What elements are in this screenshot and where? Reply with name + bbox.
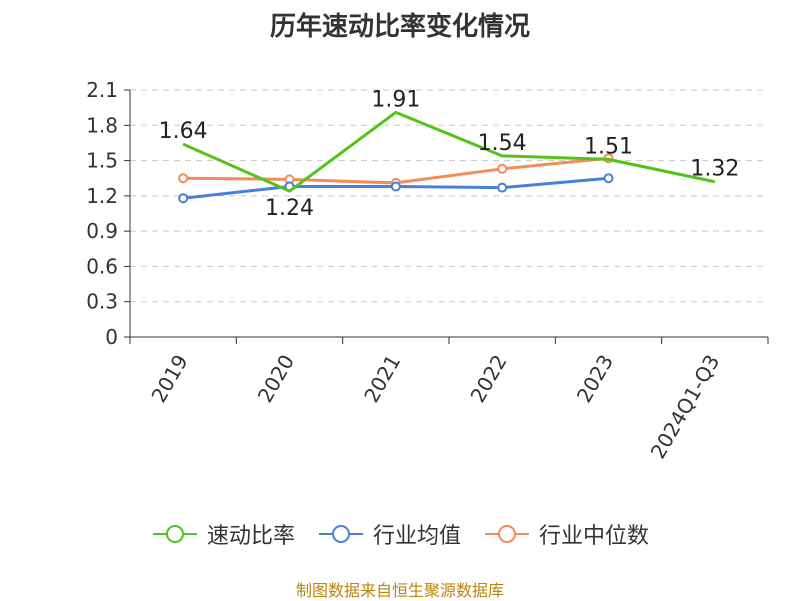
series-point [179, 194, 187, 202]
y-tick-label: 1.8 [86, 113, 118, 137]
series-line [183, 112, 715, 191]
y-tick-label: 2.1 [86, 78, 118, 102]
legend-marker-industry-median [483, 522, 531, 546]
y-tick-label: 1.5 [86, 149, 118, 173]
data-label: 1.91 [371, 87, 420, 112]
series-point [498, 184, 506, 192]
y-tick-label: 1.2 [86, 184, 118, 208]
legend-item-industry-median[interactable]: 行业中位数 [483, 518, 649, 550]
source-note: 制图数据来自恒生聚源数据库 [0, 577, 800, 601]
series-point [392, 182, 400, 190]
data-label: 1.24 [265, 196, 314, 221]
x-tick-label: 2019 [146, 351, 192, 407]
x-tick-label: 2022 [465, 350, 511, 406]
y-tick-label: 0.6 [86, 254, 118, 278]
data-label: 1.54 [478, 131, 527, 156]
y-tick-label: 0.3 [86, 290, 118, 314]
legend-marker-quick-ratio [151, 522, 199, 546]
x-tick-label: 2021 [359, 351, 405, 407]
data-label: 1.32 [690, 157, 739, 182]
series-point [605, 174, 613, 182]
x-tick-label: 2024Q1-Q3 [646, 351, 725, 463]
legend-label-industry-mean: 行业均值 [373, 518, 461, 550]
y-tick-label: 0.9 [86, 219, 118, 243]
legend-label-industry-median: 行业中位数 [539, 518, 649, 550]
data-label: 1.51 [584, 134, 633, 159]
legend: 速动比率 行业均值 行业中位数 [0, 518, 800, 550]
data-label: 1.64 [159, 119, 208, 144]
x-tick-label: 2023 [572, 351, 618, 407]
x-tick-label: 2020 [253, 351, 299, 407]
series-point [498, 165, 506, 173]
y-tick-label: 0 [105, 325, 118, 349]
legend-item-industry-mean[interactable]: 行业均值 [317, 518, 461, 550]
series-point [179, 174, 187, 182]
legend-item-quick-ratio[interactable]: 速动比率 [151, 518, 295, 550]
legend-label-quick-ratio: 速动比率 [207, 518, 295, 550]
legend-marker-industry-mean [317, 522, 365, 546]
